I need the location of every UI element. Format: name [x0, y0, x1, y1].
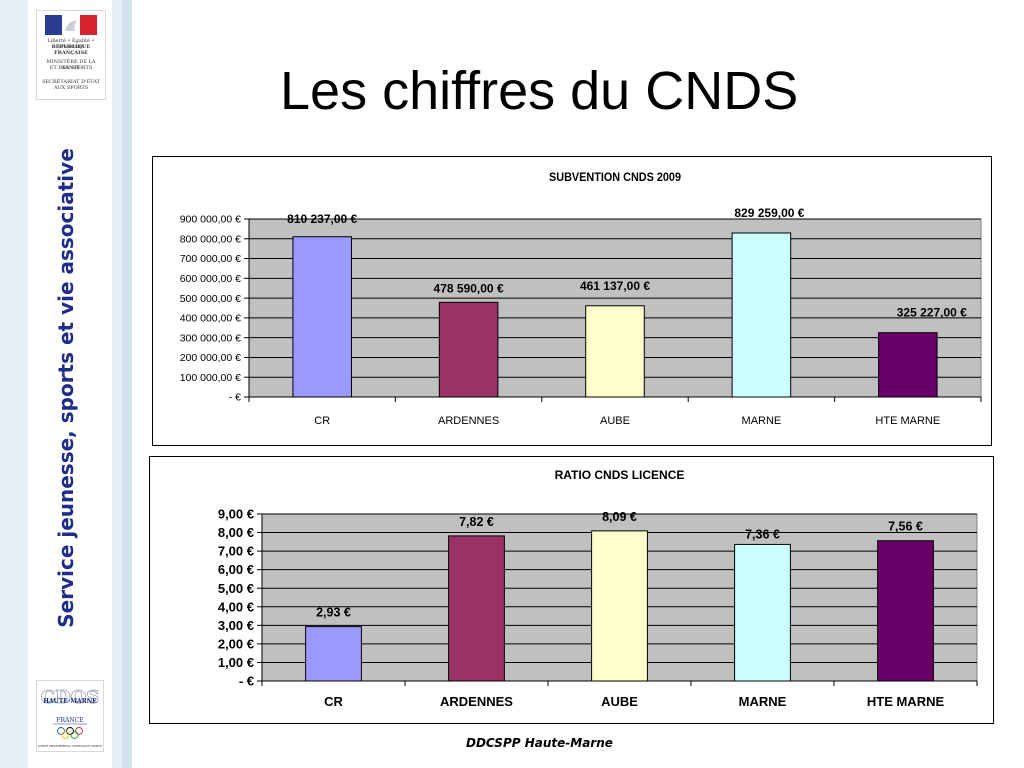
- republic-text: RÉPUBLIQUE FRANÇAISE: [51, 44, 91, 56]
- motto-text: Liberté • Égalité • Fraternité: [47, 38, 95, 50]
- undefined-y-tick-label: 200 000,00 €: [180, 352, 241, 364]
- svg-text:HAUTE-MARNE: HAUTE-MARNE: [43, 698, 97, 705]
- undefined-y-tick-label: 800 000,00 €: [180, 233, 241, 245]
- undefined-bar: [585, 305, 645, 398]
- undefined-y-tick-label: 5,00 €: [218, 581, 254, 596]
- footer-text: DDCSPP Haute-Marne: [466, 736, 613, 750]
- undefined-data-label: 7,36 €: [745, 527, 780, 541]
- undefined-bar: [731, 232, 792, 398]
- undefined-y-tick-label: 400 000,00 €: [180, 313, 241, 325]
- ratio-chart: RATIO CNDS LICENCE - € 1,00 € 2,00 € 3,00 € 4…: [218, 468, 978, 709]
- undefined-y-tick-label: 2,00 €: [218, 636, 254, 651]
- undefined-category-label: CR: [324, 694, 343, 709]
- undefined-category-label: AUBE: [600, 415, 630, 427]
- ministry-line-1: MINISTÈRE DE LA SANTÉ: [46, 59, 96, 71]
- cdos-logo: CDOS HAUTE-MARNE FRANCE COMITÉ DÉPARTEME…: [36, 680, 104, 752]
- sidebar: Liberté • Égalité • Fraternité RÉPUBLIQU…: [0, 0, 132, 768]
- undefined-category-label: ARDENNES: [438, 415, 499, 427]
- undefined-bar: [878, 332, 938, 398]
- undefined-bar: [438, 301, 499, 398]
- undefined-data-label: 2,93 €: [316, 606, 351, 620]
- undefined-category-label: HTE MARNE: [867, 694, 945, 709]
- ministry-line-2: ET DES SPORTS: [49, 65, 93, 71]
- undefined-y-tick-label: 8,00 €: [218, 525, 254, 540]
- undefined-bar: [591, 530, 648, 682]
- undefined-y-tick-label: 3,00 €: [218, 618, 254, 633]
- undefined-data-label: 8,09 €: [602, 510, 637, 524]
- marianne-flag-icon: [45, 15, 97, 35]
- undefined-y-tick-label: 4,00 €: [218, 599, 254, 614]
- secretariat-line-1: SECRÉTARIAT D'ÉTAT: [42, 79, 100, 85]
- undefined-category-label: AUBE: [601, 694, 638, 709]
- undefined-bar: [305, 626, 362, 682]
- undefined-y-tick-label: 500 000,00 €: [180, 293, 241, 305]
- undefined-bar: [292, 236, 352, 398]
- slide-title: Les chiffres du CNDS: [280, 61, 799, 121]
- ministry-logo: Liberté • Égalité • Fraternité RÉPUBLIQU…: [36, 10, 106, 100]
- undefined-y-tick-label: 900 000,00 €: [180, 214, 241, 226]
- subvention-chart: SUBVENTION CNDS 2009 - € 100 000,00 € 200 0…: [180, 170, 982, 427]
- undefined-data-label: 7,82 €: [459, 515, 494, 529]
- undefined-y-tick-label: 700 000,00 €: [180, 253, 241, 265]
- undefined-chart-title: RATIO CNDS LICENCE: [555, 468, 685, 482]
- undefined-y-tick-label: 6,00 €: [218, 562, 254, 577]
- ratio-chart-frame: RATIO CNDS LICENCE - € 1,00 € 2,00 € 3,00 € 4…: [149, 456, 994, 724]
- svg-text:FRANCE: FRANCE: [56, 717, 83, 724]
- undefined-data-label: 461 137,00 €: [580, 279, 650, 293]
- undefined-y-tick-label: 300 000,00 €: [180, 332, 241, 344]
- undefined-y-tick-label: 9,00 €: [218, 507, 254, 522]
- undefined-data-label: 325 227,00 €: [897, 306, 967, 320]
- undefined-category-label: ARDENNES: [440, 694, 513, 709]
- undefined-y-tick-label: 100 000,00 €: [180, 372, 241, 384]
- undefined-data-label: 829 259,00 €: [734, 206, 804, 220]
- subvention-chart-frame: SUBVENTION CNDS 2009 - € 100 000,00 € 200 0…: [152, 156, 992, 446]
- undefined-category-label: HTE MARNE: [875, 415, 940, 427]
- undefined-chart-title: SUBVENTION CNDS 2009: [549, 170, 681, 184]
- undefined-y-tick-label: - €: [229, 392, 241, 404]
- undefined-y-tick-label: - €: [239, 674, 254, 689]
- sidebar-panel: [28, 0, 112, 768]
- secretariat-line-2: AUX SPORTS: [53, 85, 89, 91]
- undefined-data-label: 810 237,00 €: [287, 212, 357, 226]
- undefined-bar: [734, 543, 791, 682]
- undefined-bar: [448, 535, 505, 682]
- undefined-y-tick-label: 600 000,00 €: [180, 273, 241, 285]
- undefined-y-tick-label: 7,00 €: [218, 544, 254, 559]
- sidebar-edge: [122, 0, 132, 768]
- undefined-bar: [877, 540, 934, 682]
- undefined-y-tick-label: 1,00 €: [218, 655, 254, 670]
- undefined-category-label: MARNE: [742, 415, 782, 427]
- undefined-category-label: MARNE: [739, 694, 787, 709]
- sidebar-vertical-title: Service jeunesse, sports et vie associat…: [54, 148, 78, 628]
- svg-text:COMITÉ DÉPARTEMENTAL OLYMPIQUE: COMITÉ DÉPARTEMENTAL OLYMPIQUE ET SPORTI…: [38, 743, 103, 748]
- svg-text:CDOS: CDOS: [41, 687, 100, 708]
- undefined-data-label: 478 590,00 €: [434, 281, 504, 295]
- undefined-category-label: CR: [314, 415, 330, 427]
- undefined-data-label: 7,56 €: [888, 520, 923, 534]
